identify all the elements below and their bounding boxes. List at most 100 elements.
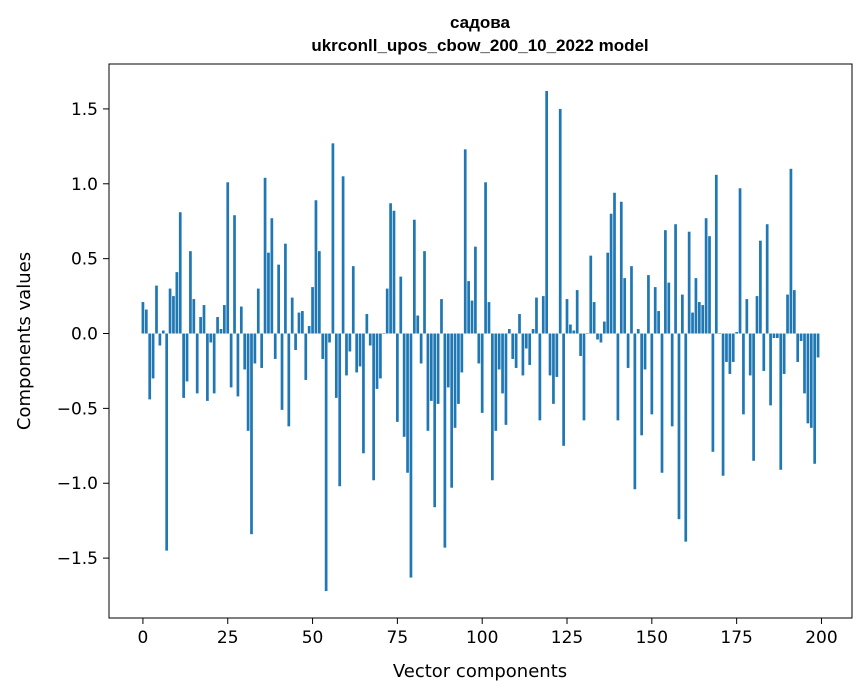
bar [619, 201, 623, 334]
x-tick-label: 50 [302, 628, 324, 648]
bar [650, 333, 654, 415]
bar [677, 333, 681, 520]
bar [311, 287, 314, 334]
bar [290, 297, 294, 334]
x-tick-label: 0 [138, 628, 149, 648]
bar [762, 333, 766, 371]
bar [548, 333, 552, 376]
bar [759, 240, 762, 334]
x-tick-label: 25 [217, 628, 239, 648]
bar [748, 333, 752, 376]
bar [219, 329, 223, 334]
bar [633, 333, 637, 490]
bar [813, 333, 817, 464]
y-tick-label: 1.5 [71, 100, 98, 120]
bar [463, 149, 467, 334]
bar [799, 333, 803, 341]
bar [684, 333, 688, 542]
bar [477, 333, 481, 364]
bar [531, 329, 535, 334]
bar [630, 266, 633, 334]
bar [735, 332, 738, 334]
bar [273, 333, 277, 359]
y-tick-label: −1.5 [57, 549, 98, 569]
x-tick-label: 150 [636, 628, 668, 648]
bar [806, 333, 810, 424]
bar [155, 285, 158, 334]
bar [453, 333, 457, 428]
y-axis-label: Components values [14, 252, 35, 430]
bar [511, 333, 515, 359]
bar [725, 333, 728, 362]
bar [555, 333, 559, 377]
bar [440, 299, 443, 334]
bar [253, 333, 257, 364]
bar [738, 188, 742, 334]
bar [304, 333, 308, 380]
x-axis: 0 25 50 75 100 125 150 175 200 [138, 618, 838, 648]
bar [664, 230, 667, 334]
bar [562, 333, 565, 446]
bar [772, 333, 776, 338]
bar [809, 333, 813, 428]
bars-group [141, 90, 820, 592]
bar [436, 333, 440, 404]
bar [270, 218, 274, 334]
bar [653, 287, 657, 334]
bar [158, 333, 162, 346]
bar [144, 309, 148, 334]
bar [535, 297, 538, 334]
bar [714, 174, 718, 334]
y-tick-label: 0.0 [71, 325, 98, 345]
bar [572, 330, 576, 334]
x-tick-label: 200 [805, 628, 837, 648]
bar [708, 236, 711, 334]
bar [460, 333, 464, 373]
bar [789, 168, 793, 334]
bar [487, 302, 491, 334]
bar [711, 333, 715, 452]
bar [731, 333, 735, 362]
bar [206, 333, 209, 401]
bar [429, 333, 433, 401]
bar [718, 333, 722, 335]
bar [243, 333, 247, 370]
bar [616, 333, 620, 421]
chart-title: садова [450, 13, 511, 32]
bar [396, 333, 399, 422]
bar [406, 333, 409, 473]
bar [263, 177, 267, 334]
bar [569, 324, 572, 334]
bar [389, 203, 392, 334]
bar [613, 192, 616, 334]
bar [362, 333, 365, 454]
bar [528, 333, 532, 365]
y-tick-label: 0.5 [71, 250, 98, 270]
bar [345, 333, 348, 376]
bar [596, 333, 599, 340]
bar [172, 296, 175, 334]
bar [626, 333, 630, 368]
bar [514, 333, 518, 368]
bar [409, 333, 413, 578]
bar [636, 329, 640, 334]
bar [175, 272, 179, 334]
bar [307, 326, 311, 334]
bar [467, 281, 470, 334]
bar [141, 302, 145, 334]
bar [192, 299, 196, 334]
bar [765, 224, 769, 334]
bar [236, 333, 240, 397]
bar [796, 333, 800, 362]
bar [379, 333, 382, 379]
bar [372, 333, 375, 481]
bar [287, 333, 291, 427]
bar [450, 333, 454, 488]
bar [558, 108, 562, 334]
x-tick-label: 175 [720, 628, 752, 648]
bar [602, 321, 606, 334]
bar [745, 299, 749, 334]
bar [687, 231, 691, 334]
bar [419, 333, 423, 364]
bar [589, 255, 593, 334]
